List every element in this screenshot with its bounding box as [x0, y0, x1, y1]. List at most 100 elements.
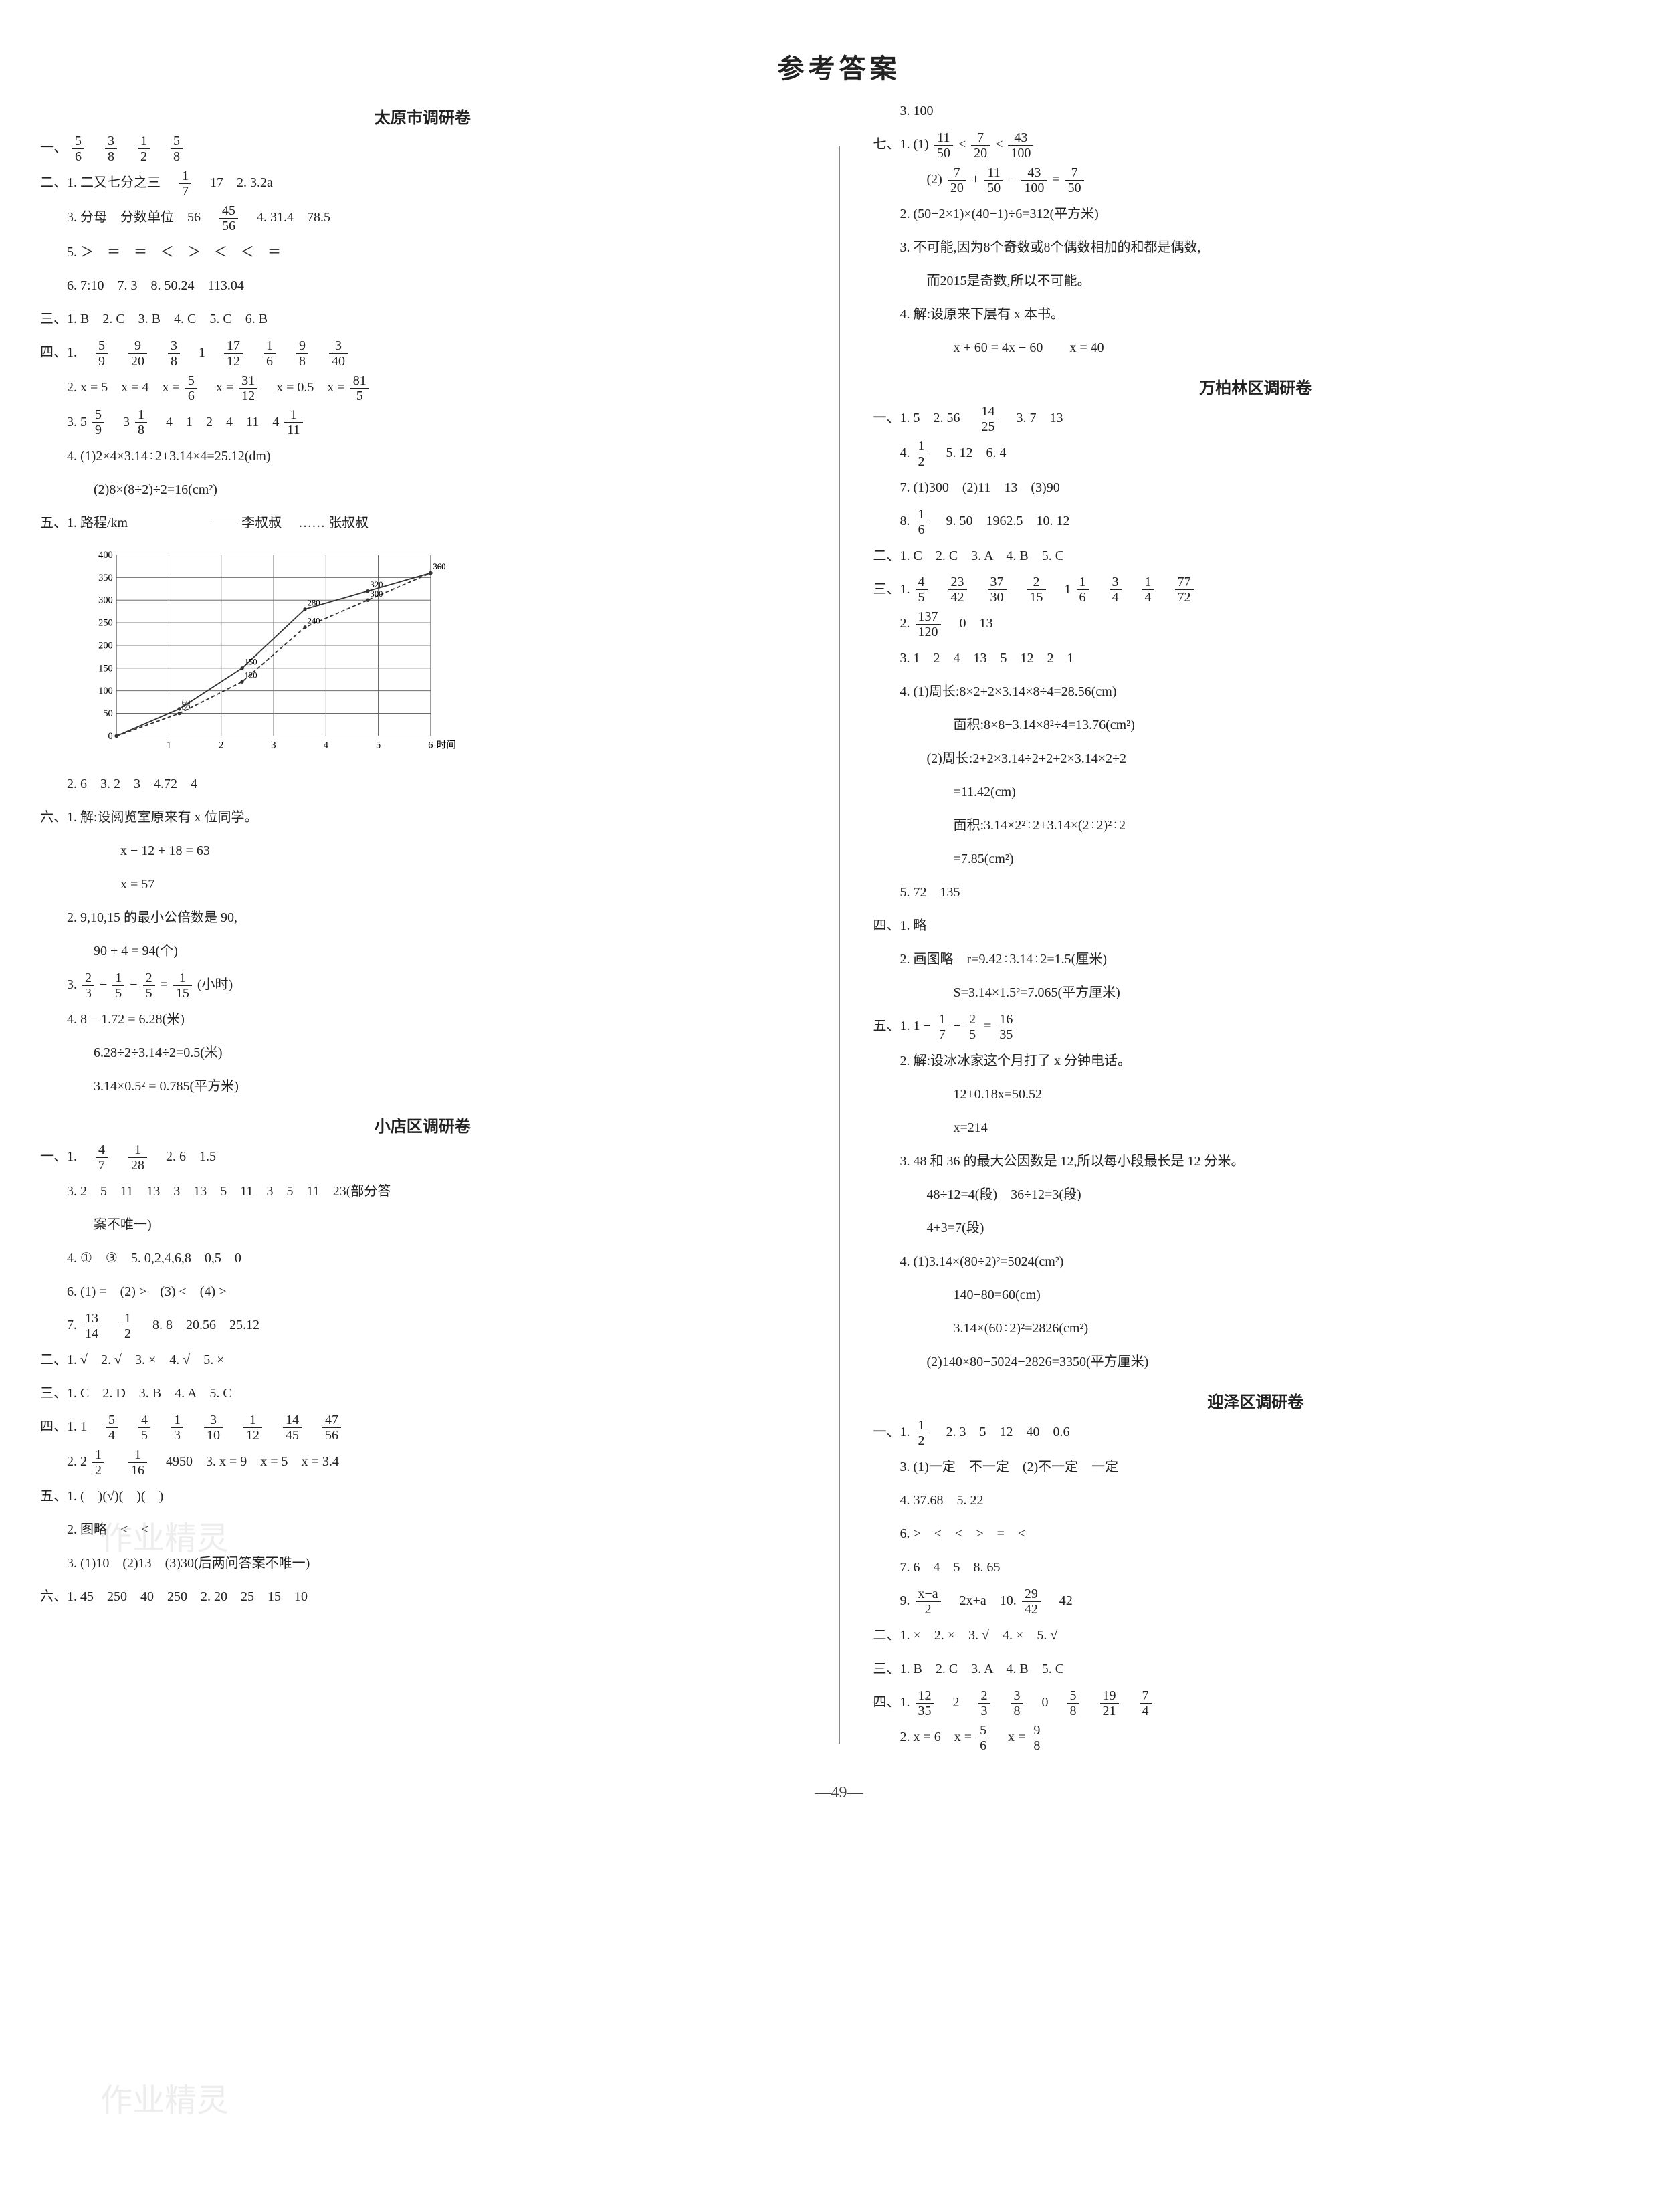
wb-sec1-7: 7. (1)300 (2)11 13 (3)90 [873, 473, 1639, 502]
frac: 2942 [1022, 1587, 1041, 1617]
xd-sec1-3: 3. 2 5 11 13 3 13 5 11 3 5 11 23(部分答 [40, 1177, 805, 1206]
r-sec7-1b: (2) 720 + 1150 − 43100 = 750 [873, 165, 1639, 195]
r-sec7-4b: x + 60 = 4x − 60 x = 40 [873, 333, 1639, 363]
svg-text:350: 350 [98, 573, 113, 583]
yz-sec2: 二、1. × 2. × 3. √ 4. × 5. √ [873, 1621, 1639, 1650]
r-sec7-4a: 4. 解:设原来下层有 x 本书。 [873, 300, 1639, 329]
page-number: —49— [40, 1784, 1638, 1802]
frac: 1445 [283, 1413, 302, 1443]
wb-sec3-4f: =7.85(cm²) [873, 844, 1639, 874]
left-sec1: 一、 56 38 12 58 [40, 133, 805, 164]
frac: 1235 [916, 1688, 934, 1718]
legend-li: —— 李叔叔 [211, 516, 282, 530]
text: 2. x = 6 x = [900, 1730, 976, 1744]
frac: 15 [112, 971, 124, 1001]
text: 4 1 2 4 11 4 [152, 415, 279, 429]
xd-sec1-1: 一、1. 47 128 2. 6 1.5 [40, 1142, 805, 1173]
text: 1 [185, 345, 219, 360]
text: 4. [900, 445, 914, 460]
frac: 720 [971, 130, 990, 161]
wb-sec5-1: 五、1. 1 − 17 − 25 = 1635 [873, 1011, 1639, 1042]
subtitle-xiaodian: 小店区调研卷 [40, 1113, 805, 1136]
wb-sec3-4a: 4. (1)周长:8×2+2×3.14×8÷4=28.56(cm) [873, 677, 1639, 706]
frac: 16 [916, 507, 928, 537]
yz-sec1-6: 6. > < < > = < [873, 1519, 1639, 1548]
wb-sec2: 二、1. C 2. C 3. A 4. B 5. C [873, 541, 1639, 571]
frac: 340 [329, 338, 348, 369]
yz-sec3: 三、1. B 2. C 3. A 4. B 5. C [873, 1654, 1639, 1684]
svg-text:250: 250 [98, 618, 113, 629]
svg-text:6: 6 [428, 740, 433, 751]
text: (2) [927, 172, 942, 187]
left-sec3: 三、1. B 2. C 3. B 4. C 5. C 6. B [40, 304, 805, 334]
column-divider [839, 146, 840, 1744]
svg-text:2: 2 [219, 740, 223, 751]
frac: 58 [171, 134, 183, 164]
svg-text:1: 1 [167, 740, 171, 751]
frac: 1921 [1100, 1688, 1119, 1718]
xd-sec5-1: 五、1. ( )(√)( )( ) [40, 1482, 805, 1511]
text: (小时) [197, 977, 233, 992]
text: + [972, 172, 982, 187]
svg-text:100: 100 [98, 686, 113, 697]
frac: 14 [1142, 575, 1154, 605]
yz-sec4-1: 四、1. 1235 2 23 38 0 58 1921 74 [873, 1688, 1639, 1718]
svg-text:120: 120 [245, 671, 257, 680]
wb-sec5-3b: 48÷12=4(段) 36÷12=3(段) [873, 1180, 1639, 1209]
xd-sec2: 二、1. √ 2. √ 3. × 4. √ 5. × [40, 1345, 805, 1375]
svg-text:280: 280 [308, 599, 320, 608]
xd-sec4-2: 2. 2 12 116 4950 3. x = 9 x = 5 x = 3.4 [40, 1447, 805, 1478]
text [110, 1454, 123, 1469]
label: 七、1. (1) [873, 137, 929, 152]
frac: 38 [105, 134, 117, 164]
frac: 12 [916, 439, 928, 469]
frac: 74 [1140, 1688, 1152, 1718]
label: 三、1. [873, 582, 914, 597]
frac: 7772 [1175, 575, 1194, 605]
frac: 38 [1011, 1688, 1023, 1718]
frac: 45 [138, 1413, 150, 1443]
frac: 815 [350, 373, 369, 403]
frac: 38 [168, 338, 180, 369]
left-sec6-4a: 4. 8 − 1.72 = 6.28(米) [40, 1005, 805, 1034]
r-sec7-3b: 而2015是奇数,所以不可能。 [873, 266, 1639, 296]
frac: 4756 [322, 1413, 341, 1443]
text: < [995, 137, 1006, 152]
text: = [161, 977, 171, 992]
text: x = 0.5 x = [263, 380, 348, 395]
wb-sec3-4b: 面积:8×8−3.14×8²÷4=13.76(cm²) [873, 710, 1639, 740]
text: 4950 3. x = 9 x = 5 x = 3.4 [152, 1454, 339, 1469]
frac: 215 [1027, 575, 1046, 605]
xd-sec1-4: 4. ① ③ 5. 0,2,4,6,8 0,5 0 [40, 1243, 805, 1273]
yz-sec1-1: 一、1. 12 2. 3 5 12 40 0.6 [873, 1417, 1639, 1448]
text: = [1052, 172, 1063, 187]
frac: 12 [122, 1311, 134, 1341]
frac: 3730 [988, 575, 1007, 605]
wb-sec5-2c: x=214 [873, 1113, 1639, 1142]
text: 2x+a 10. [946, 1593, 1020, 1608]
frac: 56 [72, 134, 84, 164]
text: 二又七分之三 [80, 175, 174, 190]
text: 17 2. 3.2a [197, 175, 273, 190]
left-sec2-5: 5. ＞ ＝ ＝ ＜ ＞ ＜ ＜ ＝ [40, 237, 805, 267]
yz-sec1-9: 9. x−a2 2x+a 10. 2942 42 [873, 1586, 1639, 1617]
text: − [100, 977, 110, 992]
watermark: 作业精灵 [100, 2074, 229, 2120]
text: 一、1. [873, 1425, 914, 1439]
frac: 1712 [224, 338, 243, 369]
xd-sec3: 三、1. C 2. D 3. B 4. A 5. C [40, 1379, 805, 1408]
wb-sec5-4c: 3.14×(60÷2)²=2826(cm²) [873, 1314, 1639, 1343]
frac: 310 [204, 1413, 223, 1443]
page-columns: 太原市调研卷 一、 56 38 12 58 二、1. 二又七分之三 17 17 … [40, 92, 1638, 1757]
wb-sec3-4d: =11.42(cm) [873, 777, 1639, 807]
text: 2. 6 1.5 [152, 1149, 216, 1164]
text: 2. 3 5 12 40 0.6 [933, 1425, 1070, 1439]
frac: 1314 [82, 1311, 101, 1341]
text: 0 13 [946, 616, 993, 631]
frac: 920 [128, 338, 147, 369]
subtitle-taiyuan: 太原市调研卷 [40, 104, 805, 128]
frac: 12 [138, 134, 150, 164]
label: 四、1. [873, 1695, 914, 1710]
text: x = [994, 1730, 1029, 1744]
text: 五、1. 1 − [873, 1019, 934, 1033]
